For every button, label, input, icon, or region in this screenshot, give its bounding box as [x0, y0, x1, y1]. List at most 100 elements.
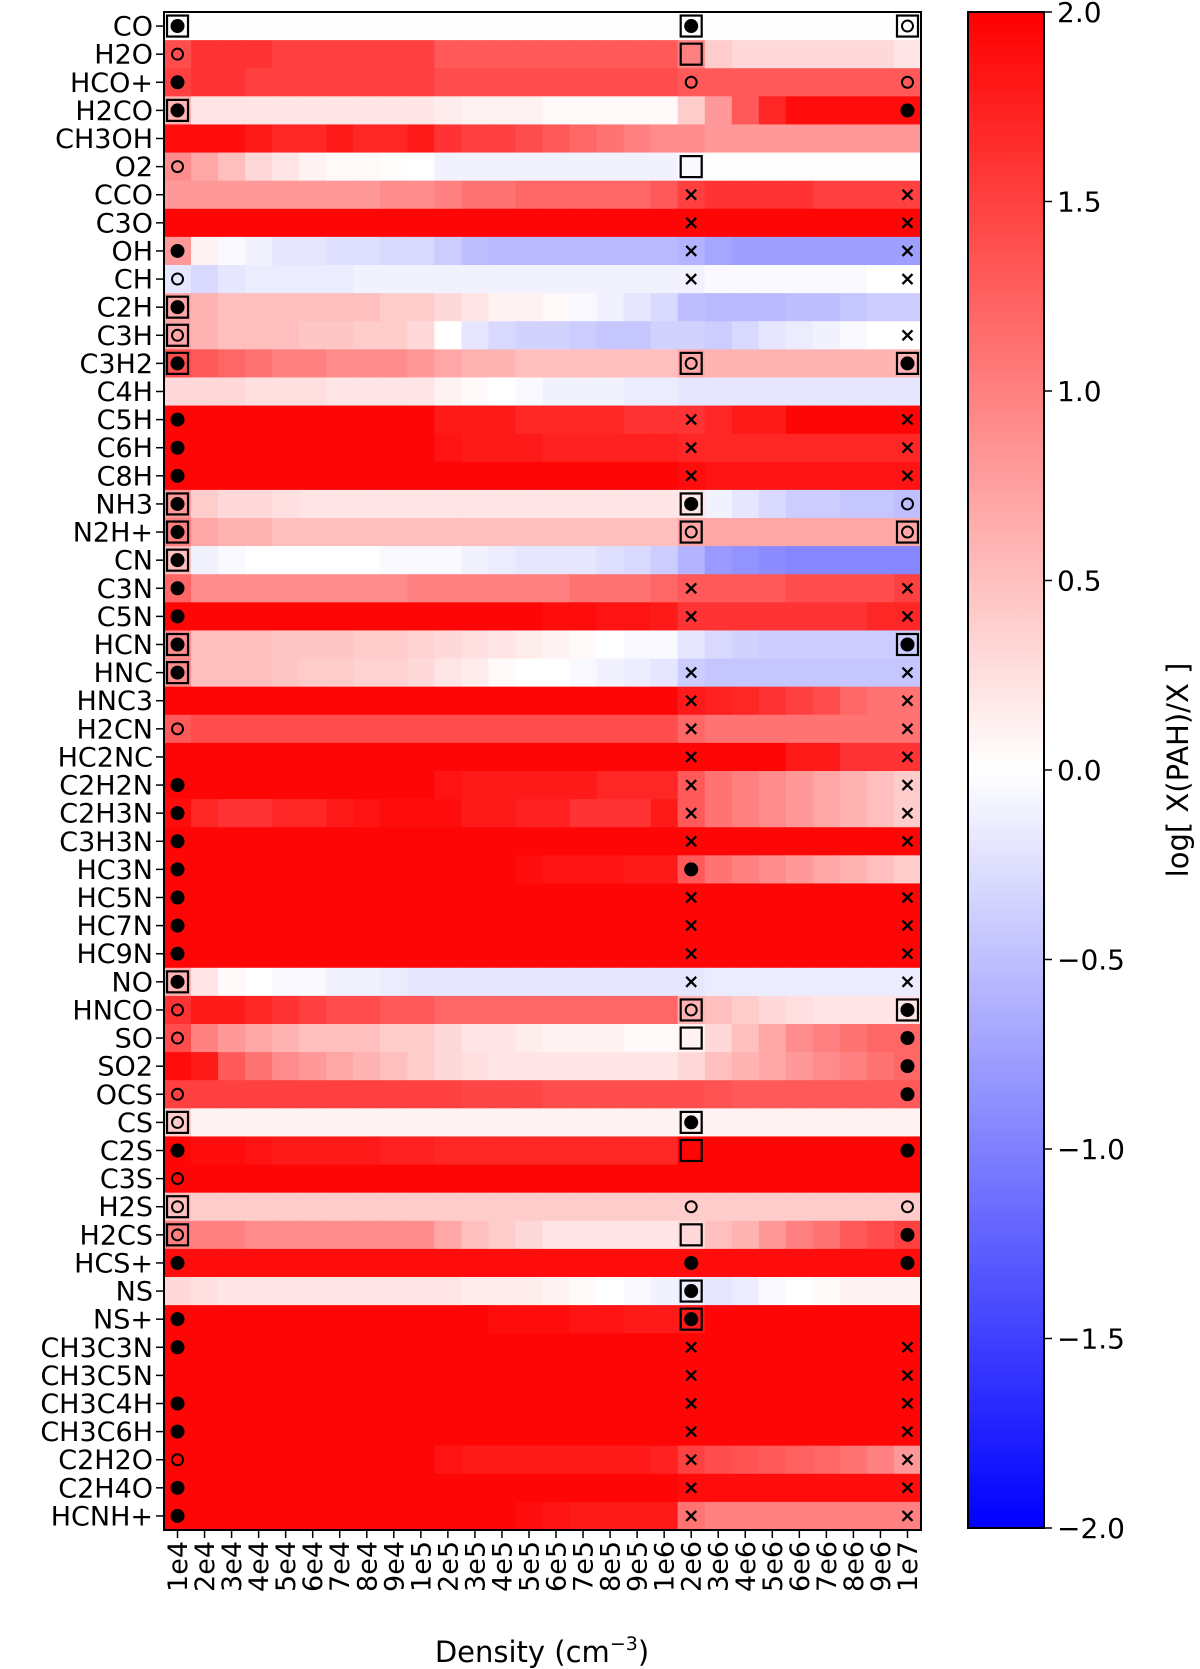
- heatmap-cell: [839, 1024, 868, 1053]
- heatmap-cell: [407, 180, 435, 210]
- heatmap-cell: [488, 1164, 517, 1194]
- heatmap-cell: [866, 461, 895, 491]
- heatmap-cell: [488, 911, 517, 941]
- heatmap-cell: [596, 883, 625, 913]
- heatmap-cell: [812, 349, 841, 379]
- x-tick-label: 4e4: [244, 1541, 275, 1592]
- heatmap-cell: [191, 1024, 219, 1053]
- heatmap-cell: [677, 68, 706, 97]
- heatmap-cell: [245, 995, 273, 1025]
- heatmap-cell: [542, 1389, 571, 1419]
- marker-cross: [901, 470, 914, 482]
- heatmap-cell: [191, 574, 219, 603]
- marker-filled-circle: [170, 609, 185, 624]
- heatmap-cell: [461, 1333, 490, 1362]
- heatmap-cell: [164, 1445, 192, 1475]
- heatmap-cell: [650, 714, 679, 744]
- heatmap-cell: [515, 1305, 544, 1334]
- heatmap-cell: [704, 152, 733, 182]
- heatmap-cell: [731, 1277, 760, 1306]
- heatmap-cell: [623, 377, 652, 407]
- heatmap-cell: [245, 1052, 273, 1081]
- heatmap-cell: [218, 180, 246, 210]
- heatmap-cell: [407, 1192, 435, 1222]
- heatmap-cell: [461, 96, 490, 126]
- marker-filled-circle: [170, 974, 185, 989]
- heatmap-cell: [218, 68, 246, 97]
- heatmap-cell: [407, 967, 435, 997]
- heatmap-cell: [623, 742, 652, 772]
- heatmap-cell: [623, 405, 652, 435]
- marker-cross: [685, 441, 698, 454]
- y-tick-label: OCS: [96, 1080, 153, 1111]
- heatmap-cell: [353, 1445, 381, 1475]
- heatmap-cell: [326, 967, 354, 997]
- y-tick-label: H2CN: [76, 714, 153, 745]
- heatmap-cell: [326, 236, 354, 266]
- heatmap-cell: [569, 602, 598, 632]
- marker-cross: [685, 976, 698, 988]
- heatmap-cell: [623, 40, 652, 69]
- heatmap-cell: [569, 1136, 598, 1166]
- heatmap-cell: [218, 1361, 246, 1391]
- marker-cross: [685, 1482, 698, 1494]
- heatmap-cell: [191, 771, 219, 800]
- heatmap-cell: [299, 1080, 327, 1109]
- heatmap-cell: [623, 124, 652, 154]
- heatmap-cell: [461, 995, 490, 1025]
- heatmap-cell: [191, 1192, 219, 1222]
- heatmap-cell: [623, 827, 652, 856]
- heatmap-cell: [191, 911, 219, 941]
- heatmap-cell: [596, 265, 625, 294]
- heatmap-cell: [866, 96, 895, 126]
- heatmap-cell: [515, 1248, 544, 1278]
- heatmap-cell: [191, 602, 219, 632]
- heatmap-cell: [893, 1108, 922, 1138]
- heatmap-cell: [218, 967, 246, 997]
- heatmap-cell: [650, 1220, 679, 1250]
- heatmap-cell: [866, 377, 895, 407]
- heatmap-cell: [596, 686, 625, 716]
- heatmap-cell: [461, 1501, 490, 1531]
- heatmap-cell: [542, 939, 571, 969]
- heatmap-cell: [299, 1108, 327, 1138]
- heatmap-cell: [461, 293, 490, 322]
- marker-open-circle: [684, 75, 698, 89]
- heatmap-cell: [758, 12, 787, 41]
- heatmap-cell: [407, 995, 435, 1025]
- y-tick-label: HC2NC: [58, 742, 153, 773]
- heatmap-cell: [407, 714, 435, 744]
- heatmap-cell: [866, 518, 895, 547]
- heatmap-cell: [326, 1333, 354, 1362]
- marker-filled-circle: [170, 525, 185, 540]
- heatmap-cell: [353, 714, 381, 744]
- heatmap-cell: [623, 321, 652, 350]
- heatmap-cell: [461, 771, 490, 800]
- heatmap-cell: [299, 1389, 327, 1419]
- heatmap-cell: [515, 771, 544, 800]
- heatmap-cell: [704, 293, 733, 322]
- heatmap-cell: [218, 1473, 246, 1503]
- marker-filled-circle: [900, 103, 915, 118]
- heatmap-cell: [218, 208, 246, 238]
- heatmap-cell: [299, 518, 327, 547]
- heatmap-cell: [596, 1024, 625, 1053]
- heatmap-cell: [272, 1501, 300, 1531]
- heatmap-cell: [650, 433, 679, 463]
- heatmap-cell: [164, 1080, 192, 1109]
- heatmap-cell: [353, 124, 381, 154]
- heatmap-cell: [299, 1473, 327, 1503]
- heatmap-cell: [785, 1220, 814, 1250]
- heatmap-cell: [272, 180, 300, 210]
- heatmap-cell: [650, 1417, 679, 1447]
- marker-cross: [685, 807, 698, 819]
- heatmap-cell: [407, 1305, 435, 1334]
- heatmap-cell: [596, 293, 625, 322]
- colorbar-tick-label: 0.0: [1057, 754, 1102, 787]
- heatmap-cell: [650, 265, 679, 294]
- heatmap-cell: [218, 686, 246, 716]
- heatmap-cell: [461, 1080, 490, 1109]
- heatmap-cell: [596, 349, 625, 379]
- heatmap-cell: [434, 1277, 462, 1306]
- heatmap-cell: [623, 433, 652, 463]
